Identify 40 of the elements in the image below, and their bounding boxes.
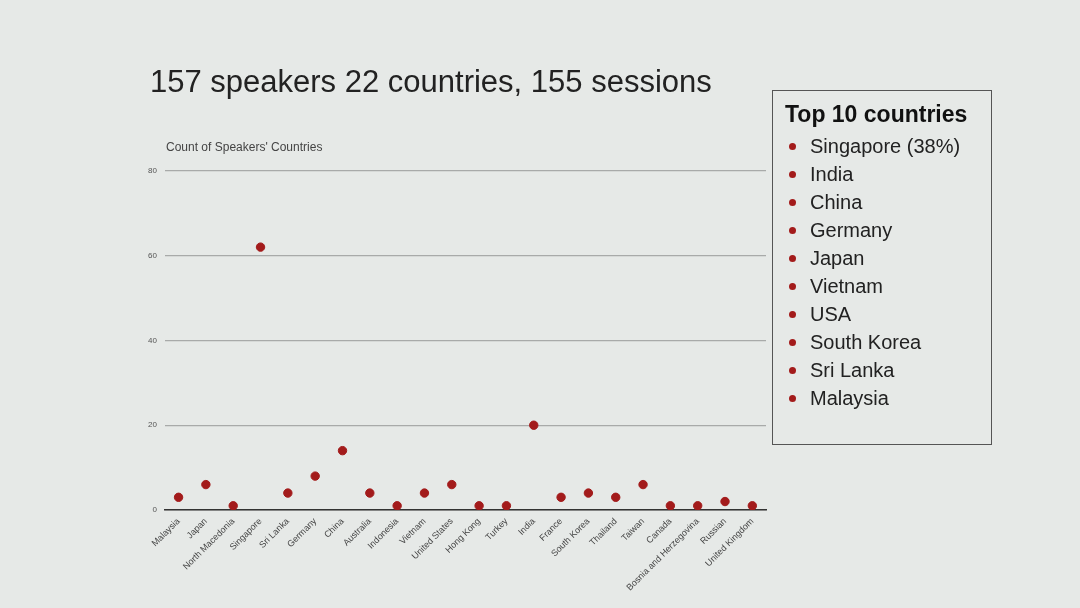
point: [310, 471, 320, 481]
point: [665, 501, 676, 511]
point: [201, 479, 211, 490]
text: India: [810, 162, 854, 187]
point: [556, 492, 566, 502]
text: Top 10 countries: [785, 101, 969, 128]
y-tick-label: 40: [147, 335, 158, 345]
text: Sri Lanka: [810, 358, 895, 383]
y-tick-label: 80: [147, 166, 158, 175]
y-tick-label: 60: [147, 250, 158, 260]
point: [173, 492, 184, 502]
point: [447, 479, 457, 490]
point: [692, 501, 703, 511]
point: [529, 420, 539, 430]
point: [419, 488, 430, 498]
point: [611, 492, 621, 502]
chart-subtitle: Count of Speakers' Countries: [166, 140, 323, 154]
text: Vietnam: [810, 274, 884, 299]
point: [255, 242, 266, 252]
y-tick-label: 0: [152, 505, 158, 515]
point: [228, 501, 238, 511]
point: [474, 501, 484, 511]
point: [392, 501, 402, 511]
point: [638, 479, 648, 490]
point: [365, 488, 375, 498]
text: Malaysia: [810, 386, 889, 411]
text: China: [810, 190, 863, 215]
y-tick-label: 20: [147, 420, 158, 430]
text: Germany: [810, 218, 893, 243]
chart-title: 157 speakers 22 countries, 155 sessions: [150, 64, 712, 100]
point: [283, 488, 293, 498]
point: [501, 501, 512, 511]
text: Singapore (38%): [810, 134, 961, 159]
point: [583, 488, 594, 498]
text: Japan: [810, 246, 865, 271]
text: USA: [810, 302, 852, 327]
point: [337, 445, 348, 456]
point: [747, 501, 758, 511]
point: [720, 496, 730, 507]
text: South Korea: [810, 330, 922, 355]
